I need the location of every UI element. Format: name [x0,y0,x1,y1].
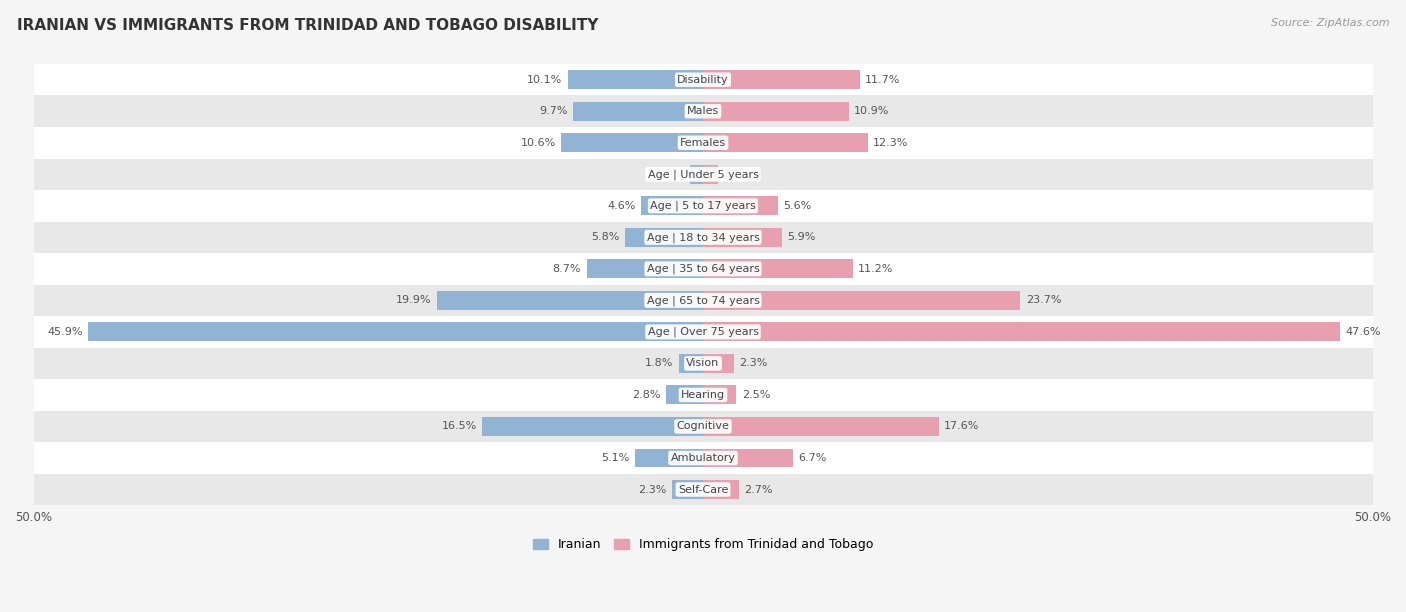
Text: Source: ZipAtlas.com: Source: ZipAtlas.com [1271,18,1389,28]
Bar [703,196,778,215]
Text: 17.6%: 17.6% [943,422,980,431]
Bar [689,165,703,184]
Text: 19.9%: 19.9% [395,296,432,305]
Text: Age | 35 to 64 years: Age | 35 to 64 years [647,264,759,274]
Text: 1.0%: 1.0% [657,170,685,179]
Bar [34,442,1372,474]
Legend: Iranian, Immigrants from Trinidad and Tobago: Iranian, Immigrants from Trinidad and To… [527,534,879,556]
Text: IRANIAN VS IMMIGRANTS FROM TRINIDAD AND TOBAGO DISABILITY: IRANIAN VS IMMIGRANTS FROM TRINIDAD AND … [17,18,598,34]
Text: 1.8%: 1.8% [645,359,673,368]
Bar [34,222,1372,253]
Bar [703,133,868,152]
Text: Self-Care: Self-Care [678,485,728,494]
Text: 11.2%: 11.2% [858,264,894,274]
Bar [672,480,703,499]
Text: 5.9%: 5.9% [787,233,815,242]
Bar [34,474,1372,506]
Bar [34,64,1372,95]
Text: 2.3%: 2.3% [638,485,666,494]
Text: 2.7%: 2.7% [745,485,773,494]
Bar [561,133,703,152]
Text: Age | 18 to 34 years: Age | 18 to 34 years [647,232,759,242]
Text: 5.8%: 5.8% [592,233,620,242]
Bar [34,95,1372,127]
Text: 1.1%: 1.1% [723,170,751,179]
Bar [703,480,740,499]
Bar [626,228,703,247]
Bar [34,348,1372,379]
Bar [34,253,1372,285]
Bar [703,417,939,436]
Text: 10.9%: 10.9% [855,106,890,116]
Bar [665,386,703,405]
Text: 5.6%: 5.6% [783,201,811,211]
Text: Age | Under 5 years: Age | Under 5 years [648,169,758,179]
Text: Hearing: Hearing [681,390,725,400]
Bar [574,102,703,121]
Text: Age | 5 to 17 years: Age | 5 to 17 years [650,201,756,211]
Text: 11.7%: 11.7% [865,75,900,84]
Bar [703,449,793,468]
Text: 6.7%: 6.7% [799,453,827,463]
Bar [703,102,849,121]
Bar [703,228,782,247]
Bar [34,316,1372,348]
Text: 10.1%: 10.1% [527,75,562,84]
Text: Age | 65 to 74 years: Age | 65 to 74 years [647,295,759,305]
Bar [703,291,1021,310]
Bar [89,323,703,341]
Text: 9.7%: 9.7% [540,106,568,116]
Bar [679,354,703,373]
Text: 2.5%: 2.5% [742,390,770,400]
Text: Cognitive: Cognitive [676,422,730,431]
Bar [482,417,703,436]
Text: Disability: Disability [678,75,728,84]
Text: 10.6%: 10.6% [520,138,555,147]
Bar [703,259,853,278]
Text: 45.9%: 45.9% [48,327,83,337]
Bar [34,285,1372,316]
Bar [34,379,1372,411]
Text: Females: Females [681,138,725,147]
Bar [703,354,734,373]
Bar [703,70,859,89]
Text: 16.5%: 16.5% [441,422,477,431]
Text: 2.3%: 2.3% [740,359,768,368]
Bar [634,449,703,468]
Bar [703,386,737,405]
Text: 4.6%: 4.6% [607,201,636,211]
Bar [641,196,703,215]
Text: 47.6%: 47.6% [1346,327,1381,337]
Text: Age | Over 75 years: Age | Over 75 years [648,327,758,337]
Text: 8.7%: 8.7% [553,264,581,274]
Text: Ambulatory: Ambulatory [671,453,735,463]
Bar [436,291,703,310]
Text: 2.8%: 2.8% [631,390,661,400]
Bar [34,127,1372,159]
Bar [34,411,1372,442]
Bar [568,70,703,89]
Bar [34,159,1372,190]
Text: 12.3%: 12.3% [873,138,908,147]
Bar [703,323,1340,341]
Text: 23.7%: 23.7% [1026,296,1062,305]
Bar [586,259,703,278]
Bar [703,165,717,184]
Text: Males: Males [688,106,718,116]
Bar [34,190,1372,222]
Text: Vision: Vision [686,359,720,368]
Text: 5.1%: 5.1% [602,453,630,463]
